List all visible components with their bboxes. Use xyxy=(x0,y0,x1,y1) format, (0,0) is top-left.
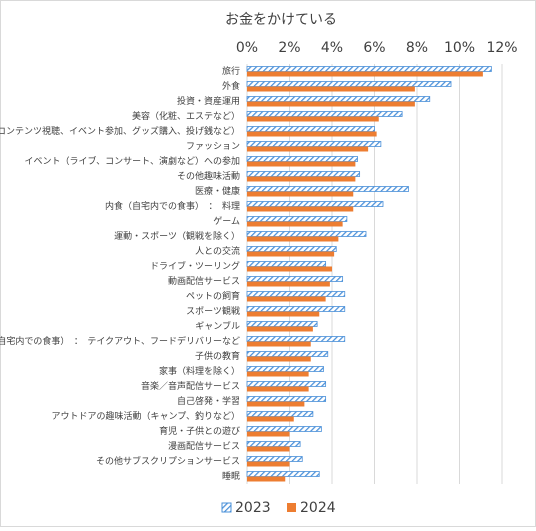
y-tick-label: ゲーム xyxy=(213,215,240,227)
y-tick-label: ペットの飼育 xyxy=(186,290,240,302)
bar xyxy=(247,311,320,317)
bar xyxy=(247,356,311,362)
bar xyxy=(247,431,290,437)
bar xyxy=(247,446,290,452)
bar xyxy=(247,341,311,347)
bar xyxy=(247,176,356,182)
x-tick-label: 4% xyxy=(321,40,343,56)
x-tick-label: 6% xyxy=(363,40,385,56)
bar xyxy=(247,146,369,152)
legend-swatch xyxy=(287,503,296,512)
bar xyxy=(246,351,329,357)
bar xyxy=(246,171,361,177)
bar xyxy=(247,296,326,302)
y-tick-label: ドライブ・ツーリング xyxy=(150,260,240,272)
bar xyxy=(247,371,309,377)
bar xyxy=(246,396,327,402)
y-tick-label: イベント（ライブ、コンサート、演劇など）への参加 xyxy=(24,155,240,167)
y-tick-label: 医療・健康 xyxy=(195,185,240,197)
legend-swatch xyxy=(221,502,232,513)
bar xyxy=(246,66,492,72)
y-tick-label: アウトドアの趣味活動（キャンプ、釣りなど） xyxy=(52,410,240,422)
y-tick-label: 内食（自宅内での食事） ： テイクアウト、フードデリバリーなど xyxy=(0,335,240,347)
x-tick-label: 0% xyxy=(236,40,258,56)
bar xyxy=(247,191,354,197)
y-tick-label: 旅行 xyxy=(222,65,240,77)
y-tick-label: 育児・子供との遊び xyxy=(159,425,240,437)
y-tick-label: 美容（化粧、エステなど） xyxy=(132,110,240,122)
y-tick-label: 動画配信サービス xyxy=(168,275,240,287)
bar xyxy=(247,116,379,122)
x-tick-label: 8% xyxy=(406,40,428,56)
x-tick-label: 2% xyxy=(278,40,300,56)
bar xyxy=(247,476,286,482)
x-tick-label: 10% xyxy=(444,40,475,56)
bar xyxy=(246,81,452,87)
bar xyxy=(246,261,327,267)
bar xyxy=(246,111,403,117)
bar xyxy=(246,126,375,132)
bar xyxy=(247,206,354,212)
bar xyxy=(247,131,377,137)
bar xyxy=(247,281,330,287)
y-tick-label: 睡眠 xyxy=(222,470,240,482)
y-tick-label: 子供の教育 xyxy=(195,350,240,362)
bar xyxy=(246,426,322,432)
y-tick-label: その他趣味活動 xyxy=(177,170,240,182)
bar xyxy=(246,216,348,222)
y-tick-label: 推し活（コンテンツ視聴、イベント参加、グッズ購入、投げ銭など） xyxy=(0,125,240,137)
y-tick-label: 内食（自宅内での食事） ： 料理 xyxy=(105,200,240,212)
x-tick-label: 12% xyxy=(486,40,517,56)
y-tick-label: 外食 xyxy=(222,80,240,92)
legend-label: 2024 xyxy=(300,500,336,516)
bar xyxy=(246,321,318,327)
bar xyxy=(247,266,332,272)
y-tick-label: 家事（料理を除く） xyxy=(159,365,240,377)
bar xyxy=(246,336,346,342)
bar xyxy=(246,156,358,162)
y-tick-label: その他サブスクリプションサービス xyxy=(96,455,240,467)
y-tick-label: 自己啓発・学習 xyxy=(177,395,240,407)
bar xyxy=(247,251,335,257)
bar xyxy=(247,401,305,407)
bar xyxy=(247,236,339,242)
bar xyxy=(246,441,301,447)
bar xyxy=(246,276,344,282)
bar xyxy=(246,381,327,387)
chart-title: お金をかけている xyxy=(225,12,337,28)
bar xyxy=(246,291,346,297)
y-tick-label: ファッション xyxy=(186,142,240,152)
y-tick-label: 人との交流 xyxy=(195,245,240,257)
bar xyxy=(247,416,294,422)
bar xyxy=(246,456,303,462)
bar xyxy=(246,471,320,477)
bar xyxy=(246,306,346,312)
legend-label: 2023 xyxy=(235,500,271,516)
y-tick-label: 投資・資産運用 xyxy=(177,95,240,107)
bar xyxy=(246,411,314,417)
bar xyxy=(247,221,343,227)
bar xyxy=(246,231,367,237)
bar xyxy=(247,101,415,107)
bar xyxy=(247,86,415,92)
y-tick-label: 音楽／音声配信サービス xyxy=(141,380,240,392)
y-tick-label: スポーツ観戦 xyxy=(186,305,240,317)
bar xyxy=(246,141,382,147)
y-tick-label: ギャンブル xyxy=(195,320,240,332)
bar xyxy=(247,461,290,467)
bar xyxy=(246,201,384,207)
y-tick-label: 運動・スポーツ（観戦を除く） xyxy=(114,230,240,242)
y-tick-label: 漫画配信サービス xyxy=(168,440,240,452)
bar xyxy=(246,186,409,192)
bar xyxy=(247,326,313,332)
bar xyxy=(247,71,483,77)
bar xyxy=(247,161,356,167)
bar xyxy=(246,246,337,252)
bar xyxy=(246,366,324,372)
bar xyxy=(247,386,309,392)
bar xyxy=(246,96,431,102)
